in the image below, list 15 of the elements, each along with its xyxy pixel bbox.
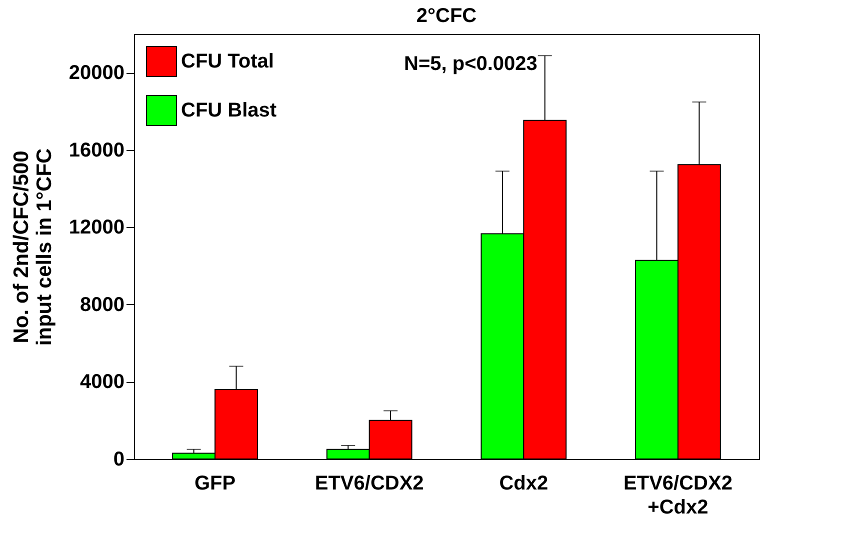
y-tick-label: 16000	[68, 139, 124, 162]
y-tick-label: 0	[113, 448, 124, 470]
y-tick-label: 12000	[68, 216, 124, 239]
y-axis-title: No. of 2nd/CFC/500 input cells in 1°CFC	[10, 148, 56, 346]
y-tick-label: 8000	[80, 294, 124, 316]
legend-label: CFU Blast	[181, 100, 277, 122]
y-tick-label: 4000	[80, 371, 124, 394]
annotation: N=5, p<0.0023	[404, 53, 538, 75]
chart-title: 2°CFC	[416, 5, 477, 27]
x-tick-label: GFP	[194, 472, 236, 494]
x-tick-label: ETV6/CDX2	[314, 472, 424, 494]
y-tick-label: 20000	[68, 62, 124, 84]
legend-label: CFU Total	[181, 50, 274, 72]
x-tick-label: Cdx2	[499, 472, 548, 494]
x-tick-label: ETV6/CDX2 +Cdx2	[624, 472, 732, 518]
